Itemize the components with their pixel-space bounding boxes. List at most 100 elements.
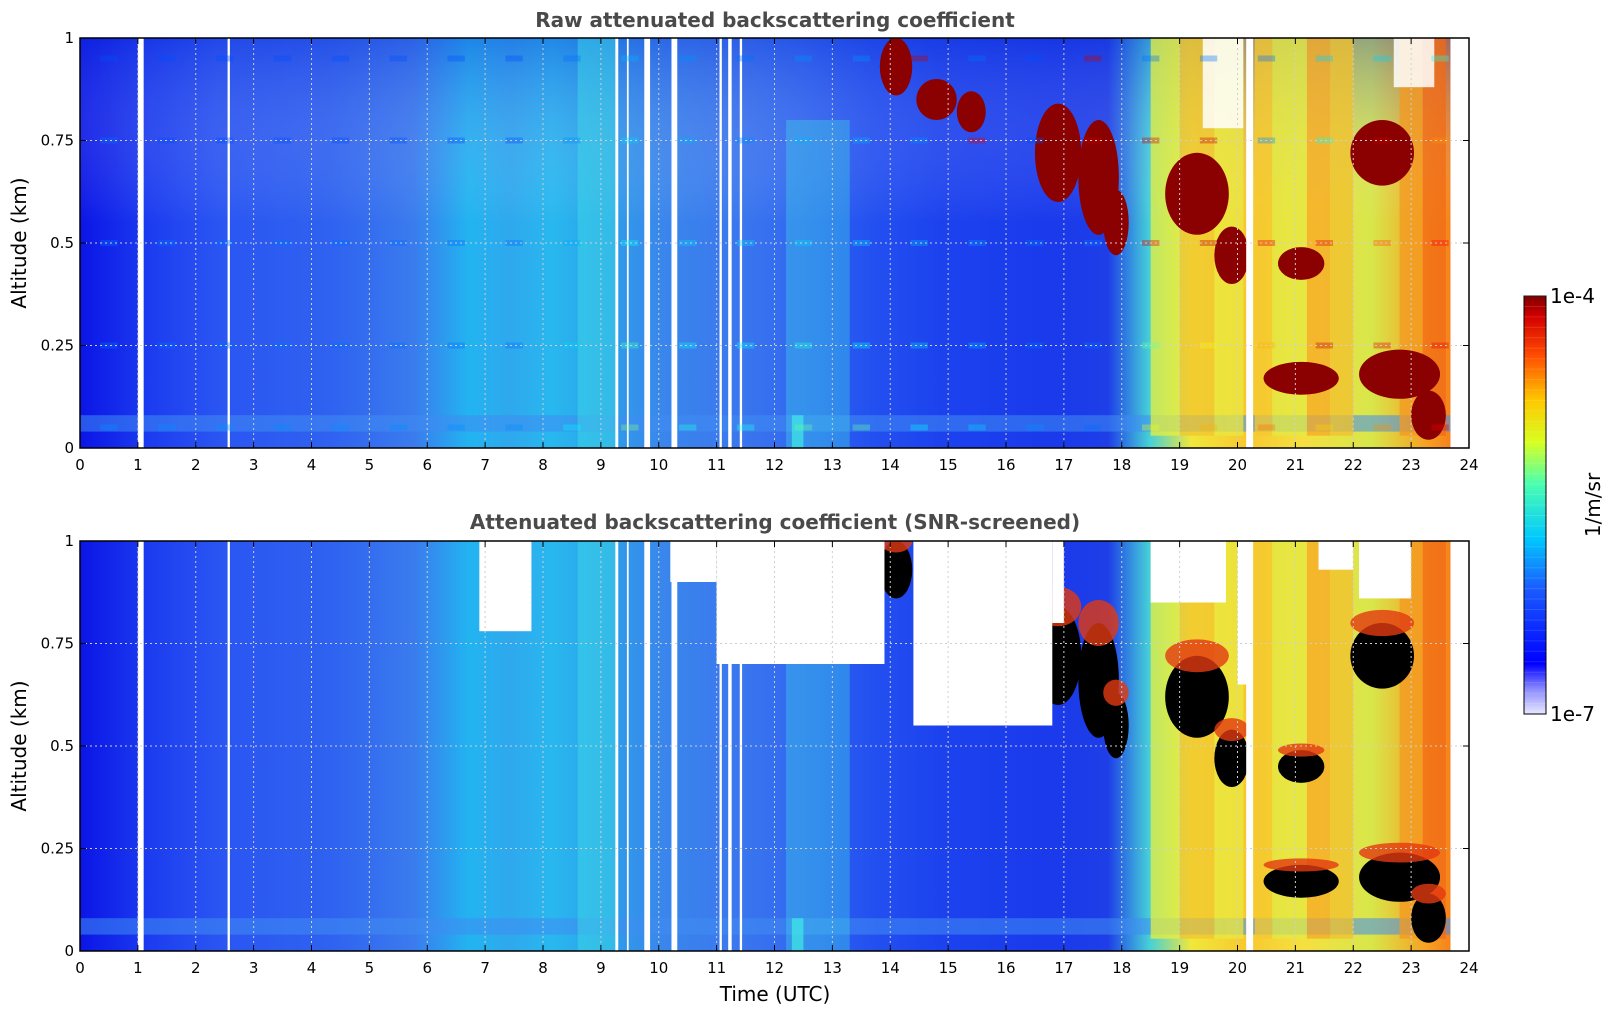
profile-sample-cell (968, 137, 986, 144)
missing-data-stripe (728, 38, 732, 448)
screened-out-area (1237, 541, 1250, 685)
missing-data-stripe (227, 38, 230, 448)
y-tick-label: 1 (64, 29, 74, 47)
aerosol-plume (791, 918, 804, 951)
profile-sample-cell (1026, 424, 1044, 431)
dense-cloud-blob (1165, 152, 1229, 235)
profile-sample-cell (794, 424, 813, 431)
noise-area (1202, 38, 1244, 129)
cloud-column (1330, 541, 1354, 939)
screened-gridlines (80, 541, 1469, 951)
raw-backscatter-panel: Raw attenuated backscattering coefficien… (7, 8, 1479, 474)
profile-sample-cell (1315, 55, 1333, 62)
profile-sample-cell (158, 424, 176, 431)
profile-sample-cell (505, 424, 523, 431)
profile-sample-cell (852, 424, 870, 431)
profile-sample-cell (968, 240, 986, 246)
profile-sample-cell (273, 424, 292, 431)
profile-sample-cell (1315, 342, 1333, 349)
dense-cloud-blob (1350, 623, 1415, 689)
dense-cloud-blob (1034, 103, 1082, 202)
profile-sample-cell (621, 137, 639, 144)
profile-sample-cell (1315, 240, 1333, 246)
screened-out-area (670, 541, 717, 582)
profile-sample-cell (273, 55, 292, 62)
dense-cloud-blob (1263, 864, 1339, 898)
y-tick-label: 0.5 (50, 234, 74, 252)
cloud-column (1306, 38, 1331, 436)
x-tick-label: 2 (191, 456, 201, 474)
profile-sample-cell (389, 137, 407, 144)
profile-sample-cell (1084, 342, 1102, 349)
x-tick-label: 3 (249, 456, 259, 474)
x-tick-label: 24 (1459, 456, 1478, 474)
aerosol-plume (786, 120, 850, 448)
profile-sample-cell (1084, 240, 1102, 246)
profile-sample-cell (273, 240, 292, 246)
profile-sample-cell (1199, 424, 1218, 431)
x-tick-label: 16 (996, 959, 1015, 977)
y-tick-label: 0.75 (41, 132, 74, 150)
raw-panel-title: Raw attenuated backscattering coefficien… (535, 8, 1015, 32)
profile-sample-cell (100, 55, 118, 62)
noise-area (1393, 38, 1435, 88)
profile-sample-cell (331, 424, 350, 431)
screened-x-axis: 0 1 2 3 4 5 6 7 8 9 10 11 12 13 14 15 16 17 18 19 20 21 22 23 24 (75, 541, 1479, 977)
colorbar-min-label: 1e-7 (1550, 702, 1595, 726)
dense-cloud-blob (1278, 247, 1325, 280)
cloud-column (1330, 38, 1354, 436)
profile-sample-cell (273, 137, 292, 144)
cloud-column (1150, 38, 1180, 436)
x-tick-label: 10 (649, 959, 668, 977)
dense-cloud-blob (1165, 655, 1229, 738)
colorbar-gradient (1523, 295, 1547, 715)
profile-sample-cell (447, 55, 465, 62)
profile-sample-cell (736, 55, 755, 62)
x-tick-label: 13 (823, 959, 842, 977)
x-tick-label: 12 (765, 959, 784, 977)
y-tick-label: 0.75 (41, 635, 74, 653)
x-tick-label: 20 (1228, 456, 1247, 474)
profile-sample-cell (1373, 137, 1391, 144)
x-tick-label: 22 (1344, 959, 1363, 977)
profile-sample-cell (1373, 55, 1391, 62)
x-tick-label: 9 (596, 456, 606, 474)
profile-sample-cell (1026, 240, 1044, 246)
profile-sample-cell (910, 137, 928, 144)
profile-sample-cell (563, 424, 581, 431)
profile-sample-cell (216, 342, 234, 349)
x-tick-label: 10 (649, 456, 668, 474)
screened-out-area (1318, 541, 1354, 570)
profile-sample-cell (1257, 424, 1276, 431)
dense-cloud-blob (1350, 120, 1415, 186)
dense-cloud-blob (1214, 226, 1250, 284)
x-tick-label: 22 (1344, 456, 1363, 474)
cloud-edge (1078, 600, 1119, 646)
x-tick-label: 16 (996, 456, 1015, 474)
profile-sample-cell (679, 240, 697, 246)
profile-sample-cell (794, 55, 813, 62)
dense-cloud-blob (1411, 390, 1446, 440)
dense-cloud-blob (1278, 750, 1325, 783)
x-tick-label: 24 (1459, 959, 1478, 977)
missing-data-stripe (671, 38, 678, 448)
profile-sample-cell (273, 342, 292, 349)
profile-sample-cell (679, 137, 697, 144)
profile-sample-cell (505, 137, 523, 144)
y-tick-label: 0 (64, 439, 74, 457)
profile-sample-cell (1084, 137, 1102, 144)
profile-sample-cell (1142, 424, 1160, 431)
x-tick-label: 18 (1112, 456, 1131, 474)
colorbar: 1e-4 1e-7 1/m/sr (1523, 284, 1605, 726)
profile-sample-cell (794, 137, 813, 144)
y-tick-label: 0.5 (50, 737, 74, 755)
y-tick-label: 0.25 (41, 840, 74, 858)
x-tick-label: 23 (1402, 959, 1421, 977)
x-tick-label: 17 (1054, 959, 1073, 977)
profile-sample-cell (679, 424, 697, 431)
profile-sample-cell (216, 137, 234, 144)
profile-sample-cell (389, 240, 407, 246)
profile-sample-cell (100, 137, 118, 144)
profile-sample-cell (100, 424, 118, 431)
profile-sample-cell (621, 424, 639, 431)
